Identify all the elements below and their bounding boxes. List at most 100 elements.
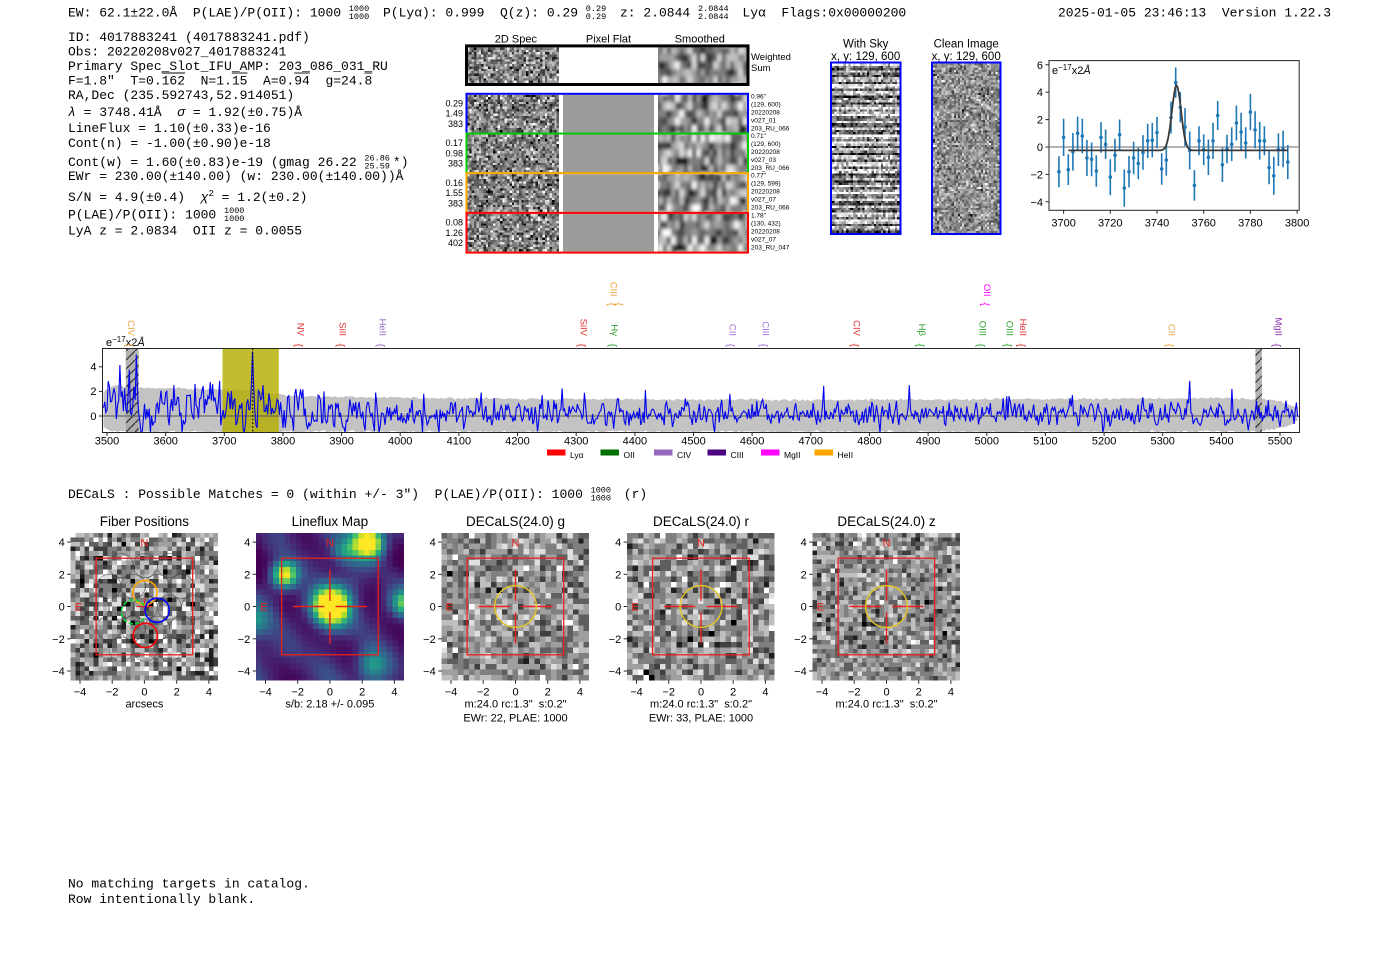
svg-text:−4: −4 (816, 686, 829, 698)
svg-text:0.29: 0.29 (586, 12, 606, 22)
svg-text:CIV: CIV (850, 320, 861, 337)
svg-text:{: { (757, 344, 769, 348)
svg-text:(130, 432): (130, 432) (751, 220, 781, 227)
svg-text:CIII: CIII (759, 321, 770, 336)
svg-text:−2: −2 (794, 634, 807, 646)
svg-text:LyA z = 2.0834 OII z = 0.0055: LyA z = 2.0834 OII z = 0.0055 (68, 224, 302, 239)
svg-text:3740: 3740 (1145, 217, 1169, 229)
svg-text:4: 4 (206, 686, 212, 698)
svg-text:5500: 5500 (1268, 436, 1292, 448)
svg-text:4: 4 (577, 686, 583, 698)
svg-text:383: 383 (448, 119, 463, 129)
svg-text:Lyα Flags:0x00000200: Lyα Flags:0x00000200 (735, 6, 907, 21)
svg-text:SiIV: SiIV (578, 319, 589, 337)
svg-text:3800: 3800 (271, 436, 295, 448)
svg-text:OIII: OIII (1003, 321, 1014, 336)
svg-text:20220208: 20220208 (751, 228, 780, 235)
svg-text:0.96": 0.96" (751, 93, 767, 100)
svg-text:arcsecs: arcsecs (125, 699, 163, 711)
svg-text:EWr: 33, PLAE: 1000: EWr: 33, PLAE: 1000 (649, 713, 753, 725)
svg-text:3760: 3760 (1191, 217, 1215, 229)
svg-text:0: 0 (327, 686, 333, 698)
svg-text:HeII: HeII (1017, 319, 1028, 336)
svg-text:(129, 600): (129, 600) (751, 141, 781, 148)
svg-text:4900: 4900 (916, 436, 940, 448)
svg-text:S/N = 4.9(±0.4) χ2 = 1.2(±0.2: S/N = 4.9(±0.4) χ2 = 1.2(±0.2) (68, 189, 307, 205)
svg-text:402: 402 (448, 238, 463, 248)
svg-text:1.49: 1.49 (445, 109, 463, 119)
svg-text:1000: 1000 (224, 206, 244, 216)
svg-text:4: 4 (948, 686, 954, 698)
svg-text:{: { (1001, 344, 1013, 348)
svg-text:MgII: MgII (784, 450, 801, 460)
svg-text:4: 4 (391, 686, 397, 698)
svg-text:Hβ: Hβ (916, 324, 927, 337)
svg-text:E: E (446, 602, 453, 614)
svg-text:DECaLS : Possible Matches = 0: DECaLS : Possible Matches = 0 (within +/… (68, 487, 591, 502)
svg-text:−2: −2 (1030, 169, 1043, 181)
svg-text:6: 6 (1037, 60, 1043, 72)
svg-text:203_RU_066: 203_RU_066 (751, 205, 790, 212)
svg-text:−2: −2 (477, 686, 490, 698)
svg-text:{: { (606, 303, 618, 307)
svg-text:2: 2 (90, 386, 96, 398)
svg-text:Primary Spec_Slot_IFU_AMP: 203: Primary Spec_Slot_IFU_AMP: 203_086_031_R… (68, 59, 388, 74)
svg-text:2: 2 (730, 686, 736, 698)
svg-text:0.16: 0.16 (445, 178, 463, 188)
svg-text:3720: 3720 (1098, 217, 1122, 229)
svg-text:2.0844: 2.0844 (698, 12, 729, 22)
svg-text:*): *) (393, 155, 409, 170)
svg-text:0: 0 (1037, 142, 1043, 154)
svg-text:5300: 5300 (1150, 436, 1174, 448)
svg-text:4200: 4200 (505, 436, 529, 448)
svg-text:0.29: 0.29 (445, 98, 463, 108)
svg-text:4400: 4400 (623, 436, 647, 448)
svg-text:4: 4 (59, 537, 65, 549)
svg-text:4300: 4300 (564, 436, 588, 448)
svg-text:2: 2 (359, 686, 365, 698)
svg-text:N: N (883, 538, 891, 550)
svg-text:25.59: 25.59 (364, 162, 390, 172)
svg-text:CII: CII (1165, 324, 1176, 336)
svg-text:4800: 4800 (857, 436, 881, 448)
svg-text:3800: 3800 (1285, 217, 1309, 229)
svg-text:e−17x2Å: e−17x2Å (1052, 63, 1091, 77)
svg-text:5000: 5000 (975, 436, 999, 448)
svg-text:4000: 4000 (388, 436, 412, 448)
svg-text:20220208: 20220208 (751, 149, 780, 156)
svg-text:N: N (697, 538, 705, 550)
svg-text:203_RU_066: 203_RU_066 (751, 125, 790, 132)
svg-text:2: 2 (59, 569, 65, 581)
svg-text:{: { (335, 344, 347, 348)
svg-text:{: { (292, 344, 304, 348)
svg-text:0.17: 0.17 (445, 138, 463, 148)
svg-text:2: 2 (801, 569, 807, 581)
svg-text:2: 2 (174, 686, 180, 698)
svg-text:x, y: 129, 600: x, y: 129, 600 (831, 51, 900, 63)
svg-text:1.55: 1.55 (445, 188, 463, 198)
svg-text:−2: −2 (662, 686, 675, 698)
svg-text:Obs: 20220208v027_4017883241: Obs: 20220208v027_4017883241 (68, 45, 287, 60)
svg-text:−4: −4 (423, 666, 436, 678)
svg-text:{: { (848, 344, 860, 348)
svg-text:0: 0 (615, 602, 621, 614)
svg-text:ID: 4017883241 (4017883241.pdf: ID: 4017883241 (4017883241.pdf) (68, 30, 310, 45)
svg-text:−2: −2 (609, 634, 622, 646)
svg-text:m:24.0 rc:1.3" s:0.2": m:24.0 rc:1.3" s:0.2" (650, 699, 752, 711)
svg-text:{: { (123, 344, 135, 348)
svg-text:{: { (914, 344, 926, 348)
svg-text:−4: −4 (609, 666, 622, 678)
svg-text:DECaLS(24.0) r: DECaLS(24.0) r (653, 514, 750, 529)
svg-text:1000: 1000 (591, 486, 611, 496)
svg-text:N: N (326, 538, 334, 550)
svg-text:EW: 62.1±22.0Å P(LAE)/P(OII):: EW: 62.1±22.0Å P(LAE)/P(OII): 1000 (68, 6, 349, 21)
svg-text:0: 0 (801, 602, 807, 614)
svg-text:{: { (1271, 344, 1283, 348)
svg-text:v027_01: v027_01 (751, 117, 776, 124)
svg-text:m:24.0 rc:1.3" s:0.2": m:24.0 rc:1.3" s:0.2" (465, 699, 567, 711)
svg-text:4: 4 (1037, 87, 1043, 99)
svg-text:Hγ: Hγ (609, 324, 620, 336)
svg-text:No matching targets in catalog: No matching targets in catalog. (68, 877, 310, 892)
svg-text:0: 0 (59, 602, 65, 614)
svg-text:v027_03: v027_03 (751, 157, 776, 164)
